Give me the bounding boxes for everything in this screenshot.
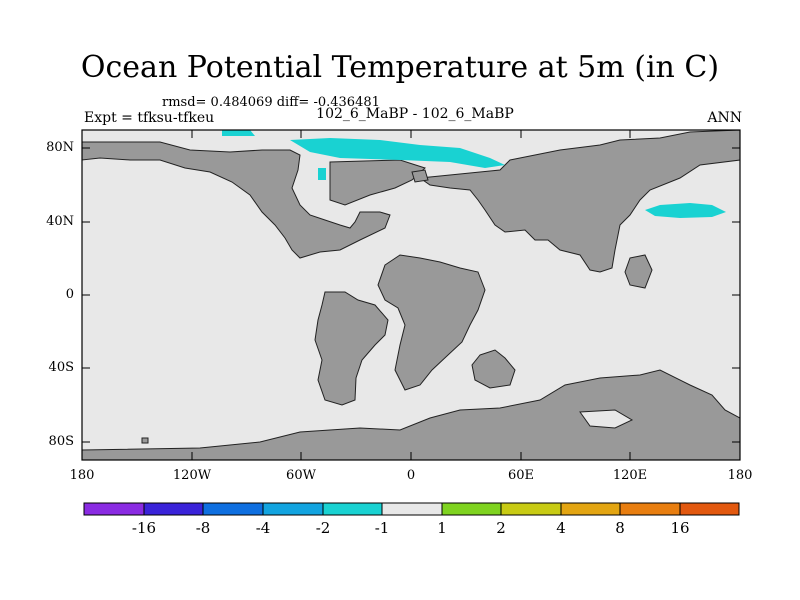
anomaly-nw-patch — [222, 130, 255, 136]
x-tick-label: 60E — [507, 468, 535, 483]
anomaly-east-patch — [645, 203, 726, 218]
colorbar-label: -8 — [195, 519, 211, 537]
x-tick-label: 180 — [69, 468, 95, 483]
land-india — [471, 349, 516, 389]
anomaly-small-patch — [318, 168, 326, 180]
colorbar-swatch — [144, 503, 203, 515]
y-tick-label: 80N — [46, 140, 74, 155]
colorbar-label: 4 — [556, 519, 566, 537]
colorbar-swatch — [620, 503, 680, 515]
x-tick-label: 180 — [727, 468, 753, 483]
y-tick-label: 80S — [48, 434, 74, 449]
colorbar-label: -1 — [374, 519, 390, 537]
colorbar-swatch — [382, 503, 442, 515]
x-tick-label: 120E — [612, 468, 648, 483]
land-masses — [81, 129, 741, 461]
x-tick-label: 60W — [286, 468, 316, 483]
y-tick-marks — [82, 147, 740, 443]
colorbar-label: 8 — [615, 519, 625, 537]
colorbar-label: 1 — [437, 519, 447, 537]
case-label: 102_6_MaBP - 102_6_MaBP — [316, 106, 514, 122]
x-tick-label: 0 — [406, 468, 416, 483]
y-tick-label: 40N — [46, 214, 74, 229]
colorbar-label: -2 — [315, 519, 331, 537]
x-tick-label: 120W — [172, 468, 212, 483]
colorbar-label: -16 — [131, 519, 157, 537]
colorbar-swatch — [84, 503, 144, 515]
land-africa — [377, 254, 486, 391]
anomaly-patches — [222, 130, 726, 218]
colorbar-swatch — [263, 503, 323, 515]
colorbar-swatch — [680, 503, 739, 515]
land-pacific-island — [141, 437, 149, 444]
colorbar-label: 16 — [670, 519, 690, 537]
colorbar-border — [83, 502, 740, 516]
colorbar-label: 2 — [496, 519, 506, 537]
land-north-america — [81, 141, 391, 259]
colorbar — [83, 502, 740, 516]
map-title: Ocean Potential Temperature at 5m (in C) — [80, 50, 720, 85]
season-label: ANN — [707, 110, 742, 126]
colorbar-swatch — [203, 503, 263, 515]
y-tick-label: 40S — [48, 360, 74, 375]
colorbar-swatch — [501, 503, 561, 515]
land-greenland — [329, 159, 426, 206]
anomaly-arctic-patch — [290, 138, 505, 168]
land-arctic-island — [411, 169, 429, 183]
land-asia-island — [624, 254, 653, 289]
stats-label: rmsd= 0.484069 diff= -0.436481 — [162, 95, 380, 110]
colorbar-swatch — [323, 503, 382, 515]
land-antarctica — [81, 369, 741, 461]
land-antarctic-hole — [579, 409, 634, 429]
colorbar-label: -4 — [255, 519, 271, 537]
y-tick-label: 0 — [65, 287, 74, 302]
land-eurasia — [418, 129, 741, 273]
x-tick-marks — [191, 130, 631, 460]
experiment-label: Expt = tfksu-tfkeu — [84, 110, 215, 126]
colorbar-swatch — [561, 503, 620, 515]
land-south-america — [314, 291, 389, 406]
colorbar-swatch — [442, 503, 501, 515]
